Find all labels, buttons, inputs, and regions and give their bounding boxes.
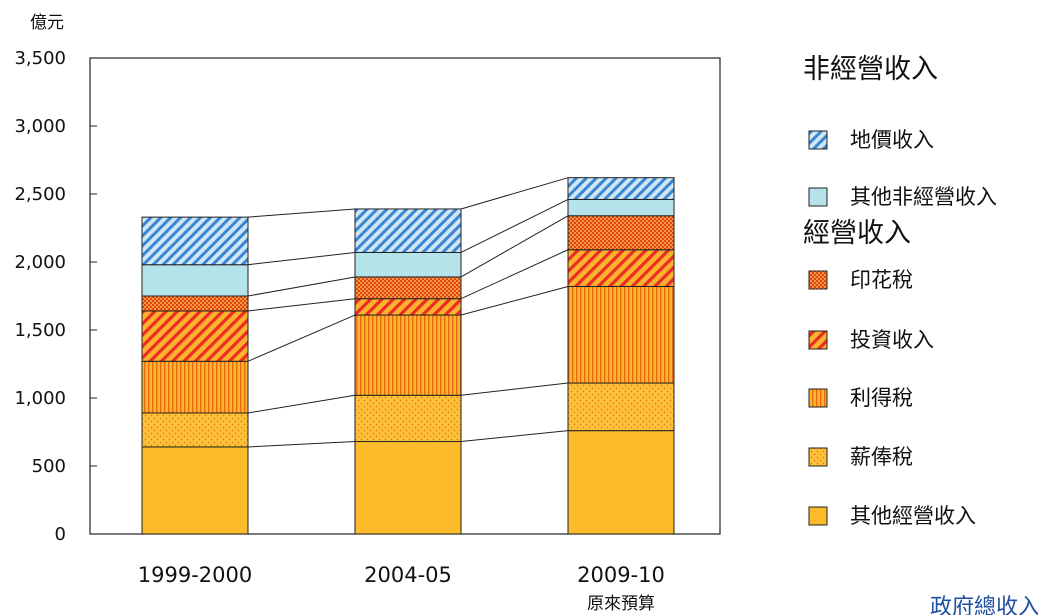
y-axis: 0 500 1,000 1,500 2,000 2,500 3,000 3,500 (14, 48, 97, 545)
bar-segment (141, 264, 249, 297)
bar-segment (141, 446, 249, 535)
connector-lines (247, 177, 569, 448)
y-tick-label: 2,500 (14, 184, 66, 205)
connector-line (247, 394, 356, 414)
legend-item-label: 地價收入 (850, 128, 934, 152)
connector-line (460, 382, 569, 396)
y-tick-label: 3,500 (14, 48, 66, 69)
bar-segment (354, 314, 462, 396)
legend-swatch (808, 388, 828, 408)
connector-line (247, 314, 356, 362)
connector-line (247, 208, 356, 218)
connector-line (460, 177, 569, 210)
x-axis: 1999-2000 2004-05 2009-10 原來預算 (138, 563, 665, 614)
legend-swatch (808, 506, 828, 526)
bar-segment (354, 208, 462, 253)
legend-item-label: 其他經營收入 (850, 504, 976, 528)
bar-segment (567, 177, 675, 200)
legend-swatch (808, 447, 828, 467)
bar-segment (354, 441, 462, 535)
x-tick-label: 2009-10 (577, 563, 665, 587)
bar-segment (141, 216, 249, 266)
bar-segment (567, 285, 675, 384)
connector-line (460, 430, 569, 443)
y-tick-label: 3,000 (14, 116, 66, 137)
bar-segment (141, 360, 249, 414)
legend-swatch (808, 330, 828, 350)
y-tick-label: 2,000 (14, 252, 66, 273)
bar-segment (141, 310, 249, 362)
bar-segment (567, 430, 675, 535)
bar-segment (567, 249, 675, 287)
legend-item-label: 其他非經營收入 (850, 185, 997, 209)
bar-segment (354, 394, 462, 443)
bar-segment (567, 215, 675, 251)
legend-swatch (808, 130, 828, 150)
legend-group-title: 經營收入 (803, 218, 911, 249)
x-tick-label: 2004-05 (364, 563, 452, 587)
legend-swatch (808, 187, 828, 207)
bar-segment (354, 251, 462, 278)
connector-line (247, 251, 356, 266)
bar-segment (567, 198, 675, 217)
connector-line (460, 215, 569, 278)
legend-group-title: 非經營收入 (803, 54, 938, 85)
bars (141, 177, 675, 535)
legend-item-label: 投資收入 (850, 328, 934, 352)
y-axis-unit-label: 億元 (30, 13, 64, 33)
corner-text: 政府總收入 (930, 595, 1038, 615)
legend-item-label: 利得稅 (850, 386, 913, 410)
bar-segment (354, 298, 462, 316)
y-tick-label: 500 (32, 456, 66, 477)
bar-segment (354, 276, 462, 300)
y-tick-label: 1,500 (14, 320, 66, 341)
bar-segment (567, 382, 675, 432)
bar-segment (141, 412, 249, 448)
connector-line (460, 285, 569, 316)
legend-item-label: 薪俸稅 (850, 445, 913, 469)
connector-line (247, 276, 356, 297)
legend-swatch (808, 270, 828, 290)
connector-line (460, 249, 569, 300)
connector-line (247, 441, 356, 448)
x-tick-label: 1999-2000 (138, 563, 252, 587)
y-tick-label: 0 (55, 524, 66, 545)
bar-segment (141, 295, 249, 312)
connector-line (247, 298, 356, 312)
connector-line (460, 198, 569, 253)
x-tick-sublabel: 原來預算 (587, 594, 655, 614)
y-tick-label: 1,000 (14, 388, 66, 409)
legend-item-label: 印花稅 (850, 268, 913, 292)
